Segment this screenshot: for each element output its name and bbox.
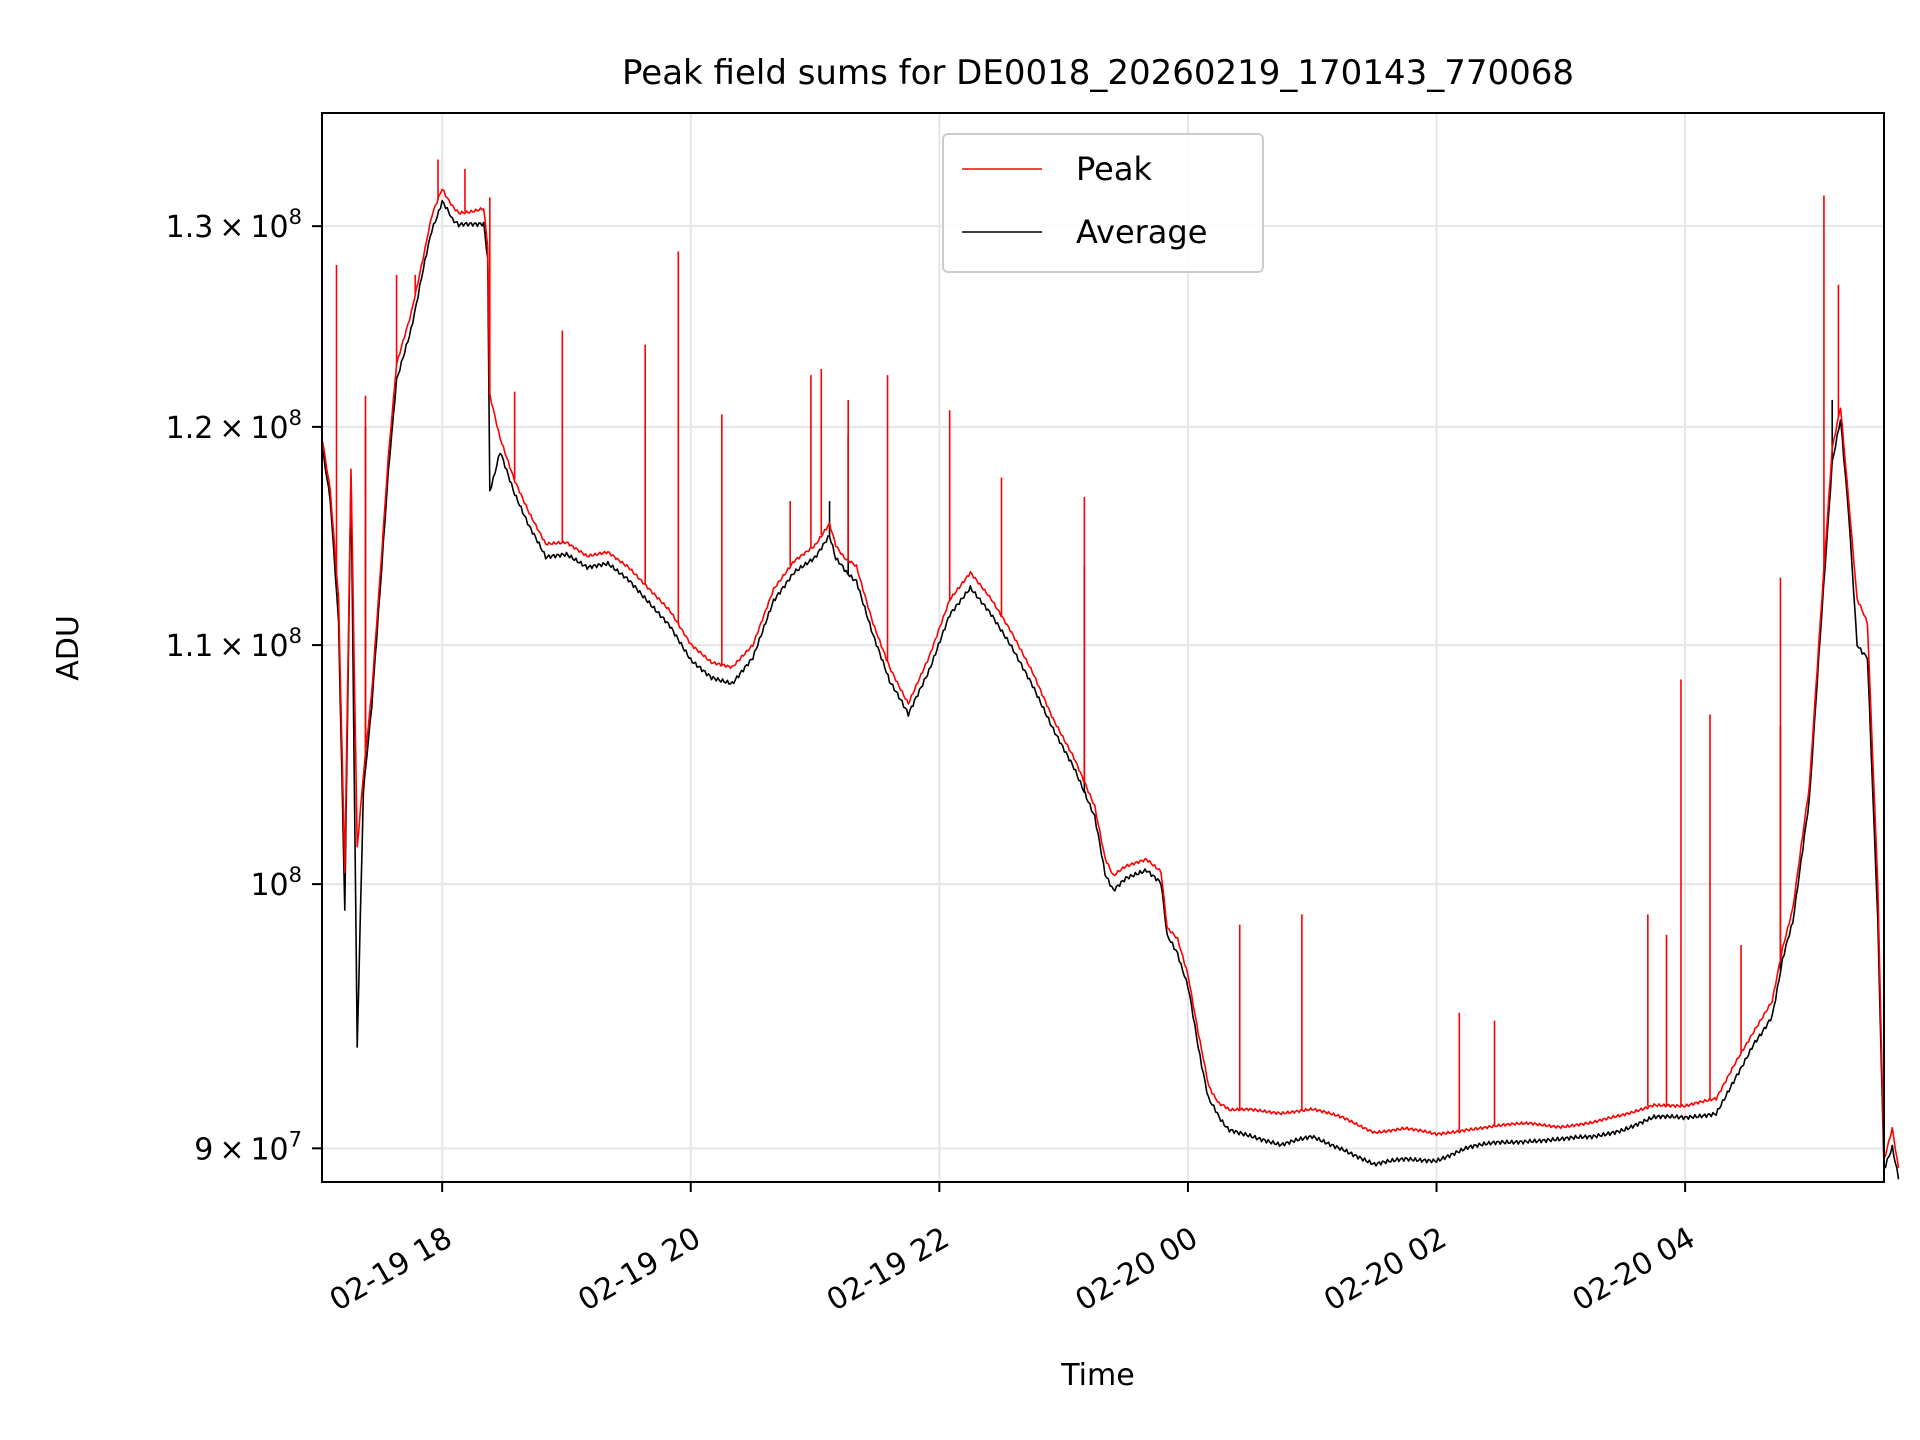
legend-label-peak: Peak [1076, 150, 1152, 188]
y-tick-label: 1.2 × 108 [166, 406, 302, 446]
y-axis-label: ADU [51, 615, 86, 681]
y-tick-label: 108 [250, 863, 302, 903]
plot-lines [321, 159, 1900, 1180]
x-axis-label: Time [1060, 1358, 1134, 1393]
y-tick-label: 1.1 × 108 [166, 624, 302, 664]
legend-label-average: Average [1076, 213, 1207, 251]
series-line-average [321, 199, 1900, 1180]
y-tick-label: 9 × 107 [194, 1127, 302, 1167]
y-tick-label: 1.3 × 108 [166, 205, 302, 245]
chart-title: Peak field sums for DE0018_20260219_1701… [622, 53, 1574, 93]
plot-frame [321, 112, 1885, 1183]
legend: Peak Average [942, 133, 1264, 273]
series-line-peak [321, 188, 1900, 1169]
